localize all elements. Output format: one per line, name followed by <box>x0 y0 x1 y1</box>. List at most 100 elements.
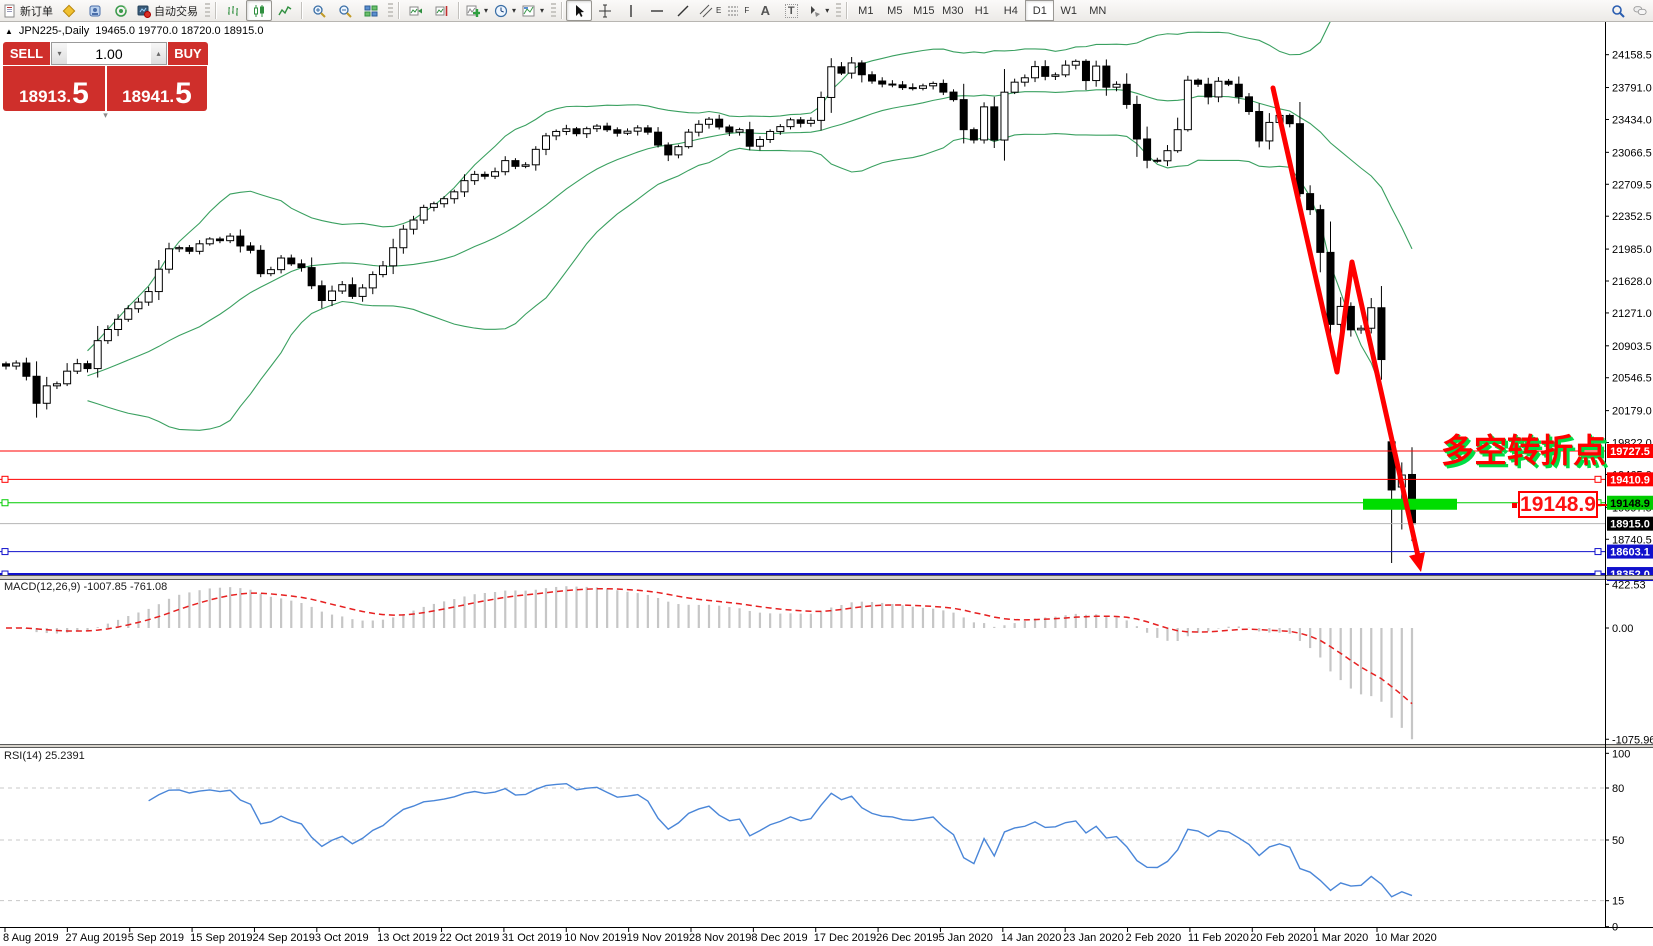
date-label: 3 Oct 2019 <box>315 932 369 944</box>
chinese-annotation-text[interactable]: 多空转折点 <box>1441 432 1606 469</box>
tab-timeframe-h1[interactable]: H1 <box>974 4 989 17</box>
date-label: 5 Jan 2020 <box>938 932 992 944</box>
svg-text:23434.0: 23434.0 <box>1612 114 1652 126</box>
bollinger-upper <box>87 0 1351 352</box>
trendline-icon <box>677 5 689 16</box>
auto-scroll-icon <box>409 6 422 15</box>
date-label: 28 Nov 2019 <box>689 932 751 944</box>
zoom-in-button[interactable] <box>306 0 332 21</box>
strategy-radar-button[interactable] <box>108 0 134 21</box>
volume-increase-button[interactable]: ▴ <box>151 43 166 64</box>
fibonacci-tool-button[interactable]: F <box>724 0 752 21</box>
indicators-dropdown-caret[interactable]: ▾ <box>484 6 489 15</box>
equidistant-channel-icon <box>699 4 713 17</box>
candlestick-chart-button[interactable] <box>246 0 272 21</box>
rsi-indicator-label: RSI(14) 25.2391 <box>4 750 85 762</box>
tab-timeframe-m5[interactable]: M5 <box>887 4 903 17</box>
svg-text:20179.0: 20179.0 <box>1612 406 1652 418</box>
autotrading-icon <box>137 5 151 18</box>
svg-text:19410.9: 19410.9 <box>1610 474 1650 486</box>
indicators-button[interactable]: ▾ <box>463 0 491 21</box>
chart-title: ▲ JPN225-,Daily 19465.0 19770.0 18720.0 … <box>5 25 263 37</box>
tile-windows-button[interactable] <box>358 0 384 21</box>
main-toolbar: 新订单 自动交易 <box>0 0 1653 22</box>
zoom-out-button[interactable] <box>332 0 358 21</box>
line-handle <box>1 499 9 507</box>
bar-chart-button[interactable] <box>220 0 246 21</box>
templates-dropdown-caret[interactable]: ▾ <box>540 6 545 15</box>
yellow-diamond-icon <box>62 4 76 17</box>
periods-button[interactable]: ▾ <box>491 0 519 21</box>
horizontal-line-icon <box>651 9 664 12</box>
tab-timeframe-h4[interactable]: H4 <box>1003 4 1018 17</box>
tab-timeframe-m1[interactable]: M1 <box>858 4 874 17</box>
price-level-callout[interactable]: 19148.9 <box>1512 491 1607 518</box>
radar-icon <box>115 4 127 17</box>
vertical-line-tool-button[interactable] <box>618 0 644 21</box>
trend-arrow[interactable] <box>1270 85 1421 559</box>
support-highlight-zone[interactable] <box>1363 498 1457 510</box>
periods-dropdown-caret[interactable]: ▾ <box>512 6 517 15</box>
templates-button[interactable]: ▾ <box>519 0 547 21</box>
clock-icon <box>494 4 508 17</box>
svg-text:15: 15 <box>1612 896 1624 908</box>
svg-text:21628.0: 21628.0 <box>1612 276 1652 288</box>
date-label: 14 Jan 2020 <box>1001 932 1062 944</box>
panel-collapse-icon[interactable]: ▾ <box>103 110 108 120</box>
arrows-tool-button[interactable]: ▾ <box>804 0 832 21</box>
text-tool-button[interactable]: A <box>752 0 778 21</box>
channel-tool-button[interactable]: E <box>696 0 724 21</box>
autotrading-button[interactable]: 自动交易 <box>134 0 201 21</box>
auto-scroll-button[interactable] <box>403 0 429 21</box>
buy-button[interactable]: BUY <box>168 42 208 65</box>
line-chart-icon <box>278 5 292 15</box>
svg-text:20546.5: 20546.5 <box>1612 373 1652 385</box>
metaeditor-button[interactable] <box>56 0 82 21</box>
ohlc-values: 19465.0 19770.0 18720.0 18915.0 <box>95 25 264 37</box>
search-icon[interactable] <box>1611 4 1625 18</box>
tab-timeframe-m15[interactable]: M15 <box>913 4 935 17</box>
horizontal-line-tool-button[interactable] <box>644 0 670 21</box>
sell-button[interactable]: SELL <box>3 42 50 65</box>
autotrading-label: 自动交易 <box>154 5 198 18</box>
buy-price[interactable]: 18941. 5 <box>107 66 207 111</box>
chart-shift-button[interactable] <box>429 0 455 21</box>
svg-text:0: 0 <box>1612 922 1618 934</box>
text-label-tool-button[interactable]: T <box>778 0 804 21</box>
crosshair-tool-button[interactable] <box>592 0 618 21</box>
line-chart-button[interactable] <box>272 0 298 21</box>
svg-text:22709.5: 22709.5 <box>1612 179 1652 191</box>
svg-text:22352.5: 22352.5 <box>1612 211 1652 223</box>
date-label: 20 Feb 2020 <box>1250 932 1312 944</box>
arrows-dropdown-caret[interactable]: ▾ <box>825 6 830 15</box>
svg-text:50: 50 <box>1612 835 1624 847</box>
series-marker-icon: ▲ <box>5 26 13 36</box>
new-order-button[interactable]: 新订单 <box>0 0 56 21</box>
trendline-tool-button[interactable] <box>670 0 696 21</box>
data-window-button[interactable] <box>82 0 108 21</box>
tab-timeframe-d1[interactable]: D1 <box>1025 0 1055 21</box>
date-label: 8 Dec 2019 <box>751 932 807 944</box>
svg-text:24158.5: 24158.5 <box>1612 50 1652 62</box>
date-label: 23 Jan 2020 <box>1063 932 1124 944</box>
trend-arrow-head <box>1409 552 1425 572</box>
text-tool-icon: A <box>760 3 770 18</box>
tab-timeframe-w1[interactable]: W1 <box>1060 4 1078 17</box>
crosshair-icon <box>599 4 612 17</box>
svg-text:19148.9: 19148.9 <box>1610 498 1650 510</box>
tab-timeframe-mn[interactable]: MN <box>1089 4 1107 17</box>
sell-price[interactable]: 18913. 5 <box>3 66 105 111</box>
chat-icon[interactable] <box>1633 4 1647 18</box>
volume-stepper: ▾ ▴ <box>51 42 167 65</box>
volume-input[interactable] <box>67 43 151 64</box>
svg-text:21985.0: 21985.0 <box>1612 244 1652 256</box>
fibonacci-icon <box>728 6 739 15</box>
bollinger-lower <box>87 132 1413 527</box>
bar-chart-icon <box>228 5 238 16</box>
tab-timeframe-m30[interactable]: M30 <box>942 4 964 17</box>
volume-decrease-button[interactable]: ▾ <box>52 43 67 64</box>
cursor-tool-button[interactable] <box>566 0 593 21</box>
date-label: 13 Oct 2019 <box>377 932 437 944</box>
